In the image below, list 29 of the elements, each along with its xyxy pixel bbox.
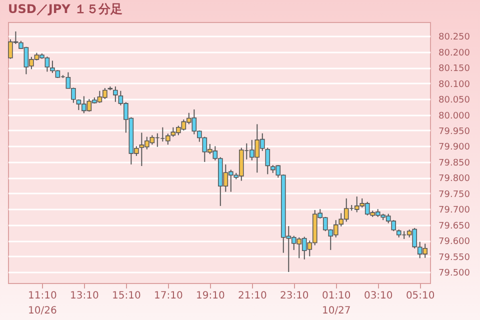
- y-tick-label: 79.500: [438, 268, 470, 278]
- y-tick-label: 79.850: [438, 158, 470, 168]
- x-tick-label: 17:10: [154, 290, 183, 302]
- chart-title: USD／JPY １５分足: [8, 2, 122, 16]
- y-tick-label: 79.900: [438, 142, 470, 153]
- x-tick-label: 01:10 10/27: [322, 290, 351, 316]
- y-tick-label: 79.750: [438, 190, 470, 200]
- y-tick-label: 79.950: [438, 126, 470, 137]
- x-tick-label: 05:10: [406, 290, 435, 302]
- x-tick-label: 15:10: [112, 290, 141, 302]
- x-tick-label: 13:10: [70, 290, 99, 302]
- y-tick-label: 79.600: [438, 237, 470, 248]
- y-tick-label: 80.250: [438, 32, 470, 43]
- y-tick-label: 80.100: [438, 80, 470, 90]
- y-tick-label: 80.150: [438, 64, 470, 74]
- x-tick-label: 03:10: [364, 290, 393, 302]
- y-tick-label: 80.050: [438, 96, 470, 106]
- x-tick-label: 23:10: [280, 290, 309, 302]
- y-tick-label: 79.650: [438, 221, 470, 232]
- y-tick-label: 80.200: [438, 48, 470, 58]
- y-tick-label: 79.550: [438, 252, 470, 263]
- y-tick-label: 79.700: [438, 206, 470, 216]
- x-tick-label: 21:10: [238, 290, 267, 302]
- y-tick-label: 80.000: [438, 111, 470, 122]
- y-tick-label: 79.800: [438, 174, 470, 184]
- x-tick-label: 19:10: [196, 290, 225, 302]
- candlestick: [265, 147, 270, 175]
- candlestick: [113, 86, 118, 102]
- x-tick-label: 11:10 10/26: [28, 290, 57, 316]
